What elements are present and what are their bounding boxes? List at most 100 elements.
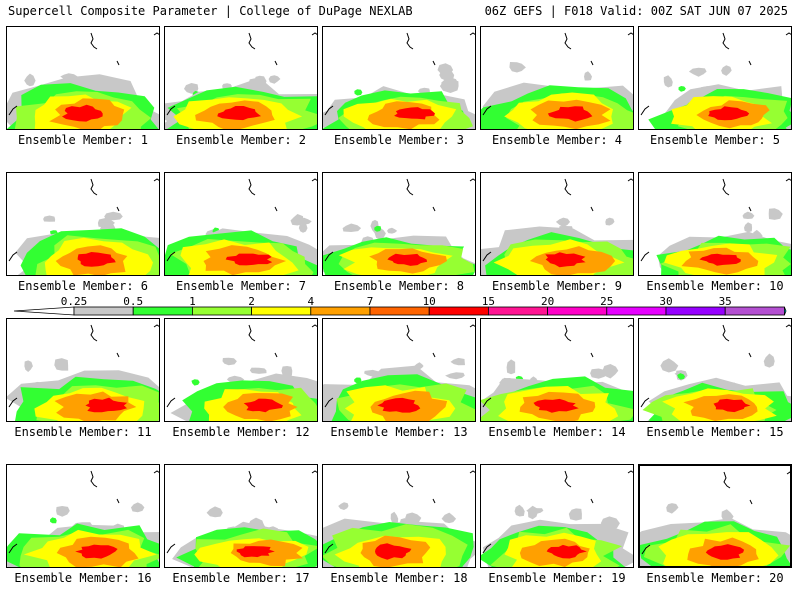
ensemble-member-map[interactable]: [164, 26, 318, 130]
legend-tick-label: 0.5: [123, 295, 144, 308]
scp-contour: [375, 543, 412, 560]
coastline: [116, 60, 120, 66]
map-canvas: [166, 324, 317, 421]
map-canvas: [165, 178, 317, 275]
scp-contour: [533, 398, 579, 413]
coastline: [432, 206, 436, 212]
scp-speck: [439, 70, 455, 82]
coastline: [166, 105, 176, 116]
coastline: [406, 324, 414, 342]
ensemble-member-map[interactable]: [480, 318, 634, 422]
ensemble-member-map[interactable]: [638, 26, 792, 130]
scp-speck: [721, 65, 732, 76]
scp-speck: [514, 504, 525, 517]
legend-tick-label: 7: [366, 295, 374, 308]
scp-speck: [184, 83, 199, 94]
scp-contour: [546, 544, 587, 559]
ensemble-member-map[interactable]: [638, 464, 792, 568]
scp-speck: [354, 89, 363, 96]
legend-tick-label: 10: [422, 295, 436, 308]
ensemble-member-map[interactable]: [480, 172, 634, 276]
scp-contour: [243, 398, 283, 413]
coastline: [640, 397, 650, 408]
legend-swatch: [191, 306, 252, 316]
coastline: [627, 324, 633, 328]
ensemble-member-map[interactable]: [322, 318, 476, 422]
scp-contour: [394, 107, 435, 120]
coastline: [324, 397, 334, 408]
legend-swatch: [310, 306, 371, 316]
scp-speck: [590, 368, 607, 379]
ensemble-member-map[interactable]: [164, 464, 318, 568]
coastline: [590, 352, 594, 358]
legend-swatch: [487, 306, 548, 316]
map-canvas: [323, 470, 475, 567]
ensemble-member-map[interactable]: [6, 318, 160, 422]
coastline: [311, 32, 317, 36]
legend-swatch: [428, 306, 489, 316]
scp-speck: [584, 71, 592, 81]
coastline: [8, 543, 18, 554]
coastline: [8, 251, 18, 262]
scp-contour: [713, 398, 751, 413]
scp-speck: [506, 359, 516, 375]
map-canvas: [640, 32, 791, 129]
coastline: [785, 178, 791, 182]
ensemble-member-map[interactable]: [322, 464, 476, 568]
coastline: [564, 178, 572, 196]
coastline: [116, 498, 120, 504]
ensemble-member-map[interactable]: [6, 172, 160, 276]
ensemble-member-map[interactable]: [638, 318, 792, 422]
ensemble-member-map[interactable]: [322, 26, 476, 130]
coastline: [116, 352, 120, 358]
map-canvas: [7, 470, 159, 567]
legend-tick-label: 0.25: [60, 295, 88, 308]
coastline: [748, 206, 752, 212]
ensemble-member-map[interactable]: [322, 172, 476, 276]
coastline: [564, 324, 572, 342]
scp-speck: [281, 366, 293, 377]
member-label: Ensemble Member: 8: [333, 279, 465, 293]
coastline: [564, 470, 572, 488]
legend-tick-label: 25: [600, 295, 614, 308]
scp-speck: [509, 62, 526, 73]
scp-speck: [131, 502, 145, 513]
map-canvas: [166, 470, 317, 567]
scp-speck: [354, 377, 362, 384]
coastline: [406, 470, 414, 488]
coastline: [627, 470, 633, 474]
ensemble-member-map[interactable]: [480, 464, 634, 568]
member-label: Ensemble Member: 14: [488, 425, 626, 439]
ensemble-member-map[interactable]: [480, 26, 634, 130]
coastline: [432, 498, 436, 504]
ensemble-member-map[interactable]: [164, 172, 318, 276]
scp-contour: [387, 253, 428, 266]
ensemble-member-map[interactable]: [6, 464, 160, 568]
member-label: Ensemble Member: 5: [649, 133, 781, 147]
coastline: [469, 470, 475, 474]
scp-speck: [744, 222, 753, 233]
scp-speck: [445, 372, 465, 380]
legend-arrow-high: [784, 306, 787, 316]
coastline: [469, 32, 475, 36]
legend-swatch: [665, 306, 726, 316]
map-canvas: [323, 178, 475, 275]
coastline: [166, 543, 176, 554]
legend-colorbar: [13, 306, 787, 316]
member-label: Ensemble Member: 17: [172, 571, 310, 585]
ensemble-member-map[interactable]: [164, 318, 318, 422]
coastline: [469, 324, 475, 328]
scp-speck: [24, 73, 36, 87]
scp-speck: [450, 357, 465, 366]
ensemble-member-map[interactable]: [638, 172, 792, 276]
scp-speck: [206, 506, 223, 518]
legend-swatch: [251, 306, 312, 316]
scp-speck: [342, 223, 362, 232]
member-label: Ensemble Member: 9: [491, 279, 623, 293]
ensemble-member-map[interactable]: [6, 26, 160, 130]
coastline: [640, 251, 650, 262]
coastline: [90, 32, 98, 50]
member-label: Ensemble Member: 19: [488, 571, 626, 585]
coastline: [748, 60, 752, 66]
scp-speck: [249, 367, 267, 374]
